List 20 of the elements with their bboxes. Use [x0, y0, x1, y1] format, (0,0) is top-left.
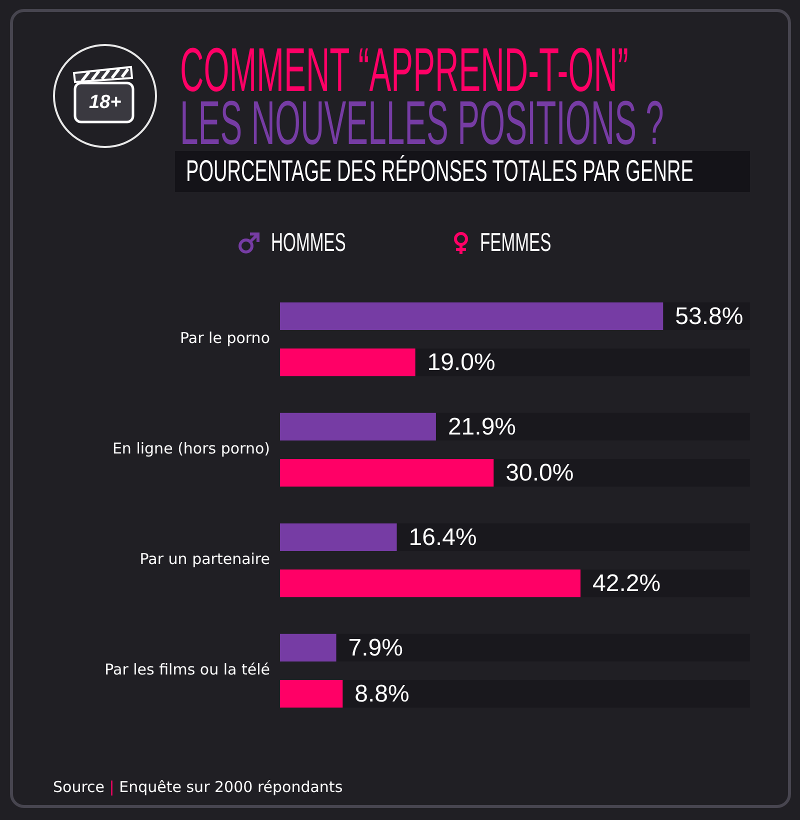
y-tick-label: Par un partenaire	[140, 550, 270, 568]
bar	[280, 680, 343, 708]
legend-label: FEMMES	[480, 227, 552, 257]
y-tick-label: En ligne (hors porno)	[112, 440, 270, 458]
data-label: 42.2%	[592, 570, 661, 597]
bar	[280, 634, 336, 662]
y-tick-label: Par les films ou la télé	[104, 660, 270, 679]
data-label: 16.4%	[408, 524, 477, 551]
source-note: Source | Enquête sur 2000 répondants	[53, 778, 343, 796]
bar	[280, 523, 397, 552]
text: 18+	[89, 92, 122, 114]
data-label: 19.0%	[427, 348, 496, 376]
data-label: 21.9%	[448, 413, 516, 440]
y-tick-label: Par le porno	[180, 329, 270, 348]
data-label: 7.9%	[348, 634, 403, 662]
legend-label: HOMMES	[271, 227, 346, 257]
data-label: 53.8%	[675, 302, 744, 330]
data-label: 8.8%	[354, 680, 410, 708]
chart-subtitle: POURCENTAGE DES RÉPONSES TOTALES PAR GENRE	[186, 154, 694, 190]
data-label: 30.0%	[506, 459, 574, 486]
